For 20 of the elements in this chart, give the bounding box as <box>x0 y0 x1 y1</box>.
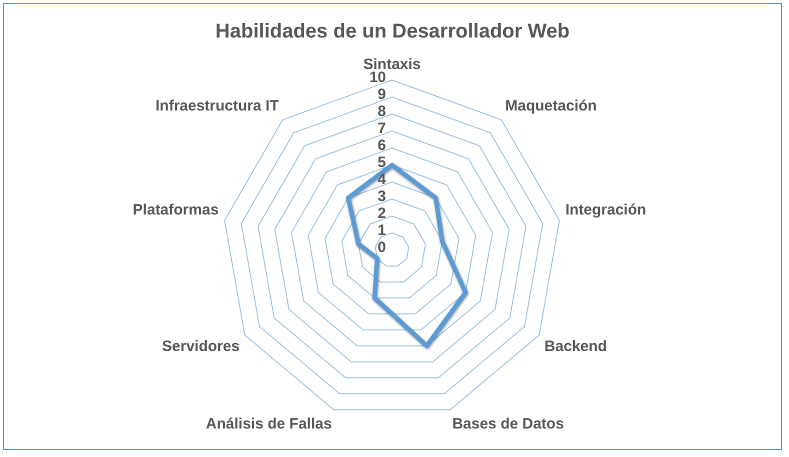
spoke-label: Servidores <box>162 338 240 356</box>
spoke-label: Integración <box>565 202 646 219</box>
y-tick-label: 0 <box>378 239 386 256</box>
spoke-label: Infraestructura IT <box>155 97 279 114</box>
y-tick-label: 9 <box>378 86 386 104</box>
y-tick-label: 2 <box>378 205 386 222</box>
y-tick-label: 1 <box>378 222 386 240</box>
spoke-label: Análisis de Fallas <box>206 416 332 433</box>
y-tick-label: 10 <box>369 69 386 86</box>
spoke-label: Plataformas <box>132 202 219 219</box>
spoke-label: Maquetación <box>505 97 597 114</box>
spoke-label: Bases de Datos <box>452 416 564 433</box>
y-tick-label: 8 <box>378 103 386 120</box>
y-tick-label: 7 <box>378 120 386 138</box>
chart-title: Habilidades de un Desarrollador Web <box>215 20 570 43</box>
y-tick-label: 5 <box>378 154 386 172</box>
y-tick-label: 4 <box>378 171 387 188</box>
spoke-label: Backend <box>544 338 607 356</box>
y-tick-label: 6 <box>378 137 386 154</box>
y-tick-label: 3 <box>378 188 386 206</box>
